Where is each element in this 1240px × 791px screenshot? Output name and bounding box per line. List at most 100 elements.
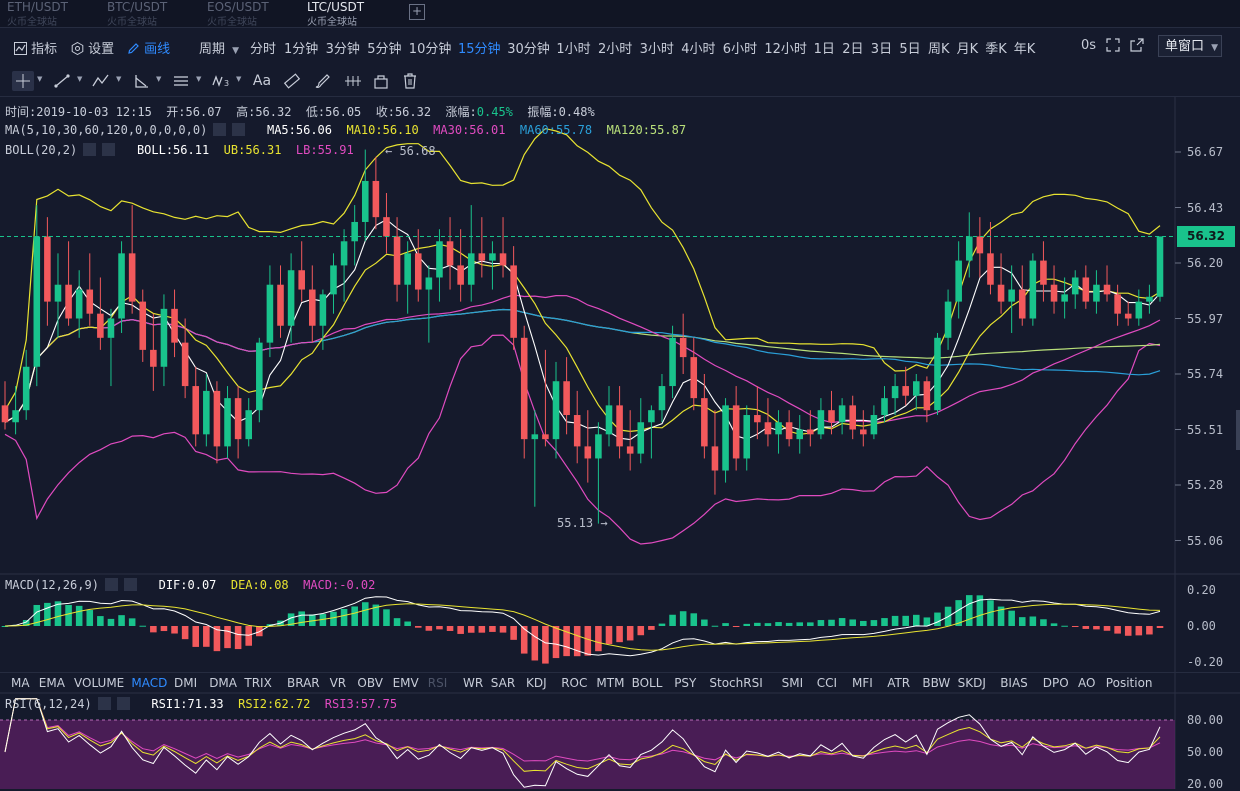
- candle[interactable]: [743, 405, 751, 471]
- candle[interactable]: [722, 398, 729, 483]
- gear-icon[interactable]: [97, 697, 111, 710]
- period-13[interactable]: 1日: [813, 42, 835, 57]
- candle[interactable]: [934, 332, 941, 416]
- candle[interactable]: [690, 337, 698, 411]
- candle[interactable]: [107, 308, 115, 387]
- period-14[interactable]: 2日: [842, 42, 864, 57]
- period-4[interactable]: 10分钟: [408, 42, 452, 57]
- candle[interactable]: [626, 410, 634, 471]
- period-17[interactable]: 周K: [928, 42, 950, 57]
- lock-icon[interactable]: [370, 71, 392, 91]
- tab-eos-usdt[interactable]: EOS/USDT 火币全球站: [200, 0, 300, 28]
- indicator-vr[interactable]: VR: [329, 676, 347, 690]
- measure-icon[interactable]: [342, 71, 364, 91]
- candle[interactable]: [679, 313, 687, 374]
- period-18[interactable]: 月K: [956, 42, 979, 57]
- indicator-boll[interactable]: BOLL: [631, 676, 663, 690]
- candle[interactable]: [595, 422, 602, 524]
- caret-down-icon[interactable]: ▼: [236, 75, 242, 83]
- indicator-button[interactable]: 指标: [14, 38, 57, 57]
- candle[interactable]: [499, 217, 507, 278]
- candle[interactable]: [669, 325, 676, 399]
- indicator-wr[interactable]: WR: [463, 676, 484, 690]
- candle[interactable]: [860, 410, 867, 447]
- candle[interactable]: [637, 398, 645, 464]
- candle[interactable]: [160, 294, 168, 387]
- candle[interactable]: [912, 374, 920, 411]
- trend-line-icon[interactable]: [52, 71, 74, 91]
- candle[interactable]: [361, 149, 369, 242]
- candle[interactable]: [383, 193, 390, 254]
- caret-down-icon[interactable]: ▼: [37, 75, 43, 83]
- candle[interactable]: [446, 217, 454, 290]
- candle[interactable]: [573, 390, 581, 464]
- candle[interactable]: [976, 217, 984, 278]
- candle[interactable]: [881, 386, 888, 423]
- candle[interactable]: [1029, 253, 1037, 326]
- caret-down-icon[interactable]: ▼: [196, 75, 202, 83]
- period-11[interactable]: 6小时: [722, 42, 758, 57]
- tab-eth-usdt[interactable]: ETH/USDT 火币全球站: [0, 0, 100, 28]
- indicator-cci[interactable]: CCI: [816, 676, 838, 690]
- indicator-ao[interactable]: AO: [1078, 676, 1096, 690]
- candle[interactable]: [711, 410, 719, 495]
- candle[interactable]: [552, 361, 560, 459]
- candle[interactable]: [139, 289, 147, 362]
- period-7[interactable]: 1小时: [556, 42, 591, 57]
- candle[interactable]: [372, 156, 380, 230]
- candle[interactable]: [1103, 265, 1111, 302]
- caret-down-icon[interactable]: ▼: [156, 75, 162, 83]
- period-19[interactable]: 季K: [985, 42, 1007, 57]
- indicator-sar[interactable]: SAR: [490, 676, 516, 690]
- triangle-icon[interactable]: [131, 71, 153, 91]
- candle[interactable]: [701, 374, 708, 459]
- candle[interactable]: [1040, 241, 1047, 302]
- candle[interactable]: [987, 221, 994, 295]
- candle[interactable]: [351, 205, 358, 266]
- candle[interactable]: [764, 398, 772, 447]
- period-8[interactable]: 2小时: [598, 42, 633, 57]
- add-tab-button[interactable]: +: [409, 4, 425, 20]
- candle[interactable]: [330, 253, 337, 314]
- candle[interactable]: [12, 386, 19, 435]
- candle[interactable]: [33, 205, 41, 387]
- candle[interactable]: [298, 241, 305, 302]
- settings-button[interactable]: 设置: [71, 38, 114, 57]
- indicator-roc[interactable]: ROC: [561, 676, 588, 690]
- candle[interactable]: [234, 386, 242, 459]
- close-icon[interactable]: [102, 143, 116, 156]
- candle[interactable]: [340, 229, 348, 302]
- period-3[interactable]: 5分钟: [367, 42, 402, 57]
- tab-ltc-usdt[interactable]: LTC/USDT 火币全球站: [300, 0, 400, 28]
- candle[interactable]: [1135, 289, 1143, 326]
- candle[interactable]: [1124, 301, 1132, 326]
- tab-btc-usdt[interactable]: BTC/USDT 火币全球站: [100, 0, 200, 28]
- candle[interactable]: [531, 410, 539, 507]
- indicator-psy[interactable]: PSY: [674, 676, 697, 690]
- candle[interactable]: [584, 410, 592, 483]
- candle[interactable]: [213, 381, 221, 464]
- candle[interactable]: [955, 241, 962, 319]
- candle[interactable]: [1082, 265, 1090, 309]
- candle[interactable]: [648, 405, 655, 459]
- indicator-atr[interactable]: ATR: [887, 676, 911, 690]
- ruler-icon[interactable]: [281, 71, 303, 91]
- gear-icon[interactable]: [104, 578, 118, 591]
- candle[interactable]: [467, 205, 475, 302]
- candle[interactable]: [97, 277, 104, 350]
- multi-line-icon[interactable]: [90, 71, 112, 91]
- period-0[interactable]: 分时: [250, 42, 277, 57]
- indicator-ma[interactable]: MA: [11, 676, 30, 690]
- candle[interactable]: [796, 415, 804, 454]
- indicator-macd[interactable]: MACD: [131, 676, 168, 690]
- period-dropdown[interactable]: 周期 ▼: [199, 42, 240, 57]
- candle[interactable]: [319, 289, 327, 350]
- candle[interactable]: [404, 241, 411, 314]
- candle[interactable]: [277, 265, 284, 338]
- candle[interactable]: [1061, 277, 1068, 319]
- candle[interactable]: [1093, 270, 1100, 314]
- period-1[interactable]: 1分钟: [284, 42, 319, 57]
- candle[interactable]: [1018, 265, 1026, 326]
- candle[interactable]: [542, 349, 549, 447]
- indicator-stochrsi[interactable]: StochRSI: [709, 676, 763, 690]
